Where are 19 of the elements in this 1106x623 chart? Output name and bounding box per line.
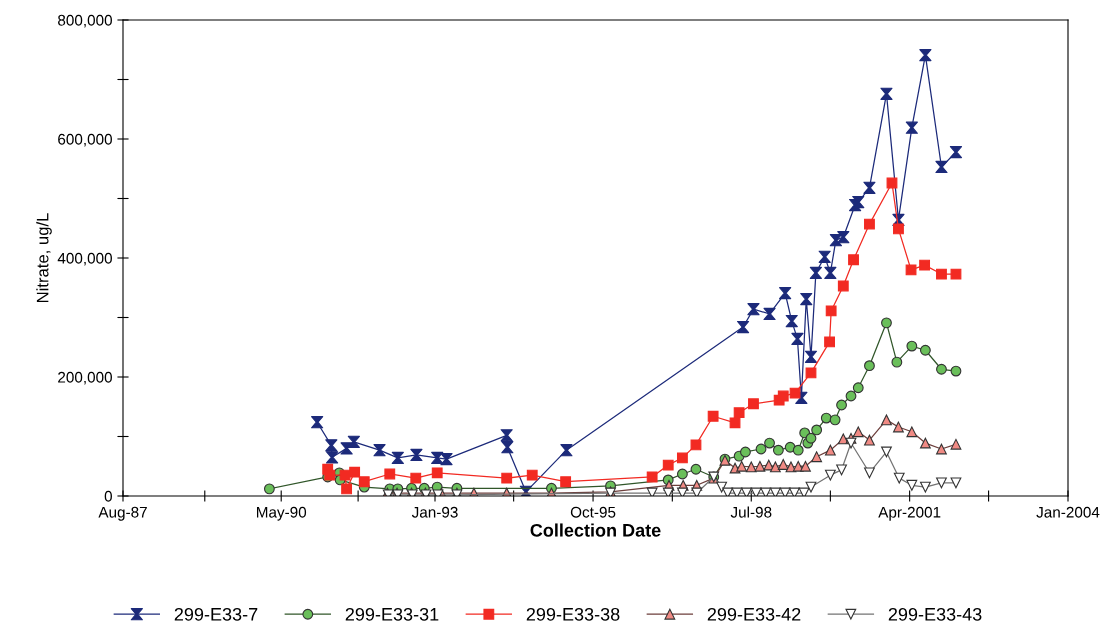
y-tick-label: 0 [104,490,112,502]
x-tick-label: Aug-87 [98,506,147,521]
y-tick-label: 600,000 [58,133,112,147]
y-axis-title: Nitrate, ug/L [36,213,52,303]
legend-label: 299-E33-38 [526,607,620,621]
legend-label: 299-E33-43 [888,607,982,621]
x-tick-label: Oct-95 [570,506,616,518]
x-tick-label: Jan-2004 [1036,506,1100,518]
legend-label: 299-E33-42 [707,607,801,621]
x-tick-label: Jul-98 [730,506,772,518]
x-tick-label: May-90 [256,506,307,521]
legend-label: 299-E33-31 [345,607,439,621]
x-tick-label: Jan-93 [411,506,458,518]
y-tick-label: 800,000 [58,14,112,28]
x-tick-label: Apr-2001 [878,506,941,521]
legend-label: 299-E33-7 [174,607,258,621]
y-tick-label: 400,000 [57,252,112,266]
y-tick-label: 200,000 [58,371,112,385]
x-axis-title: Collection Date [530,523,661,537]
